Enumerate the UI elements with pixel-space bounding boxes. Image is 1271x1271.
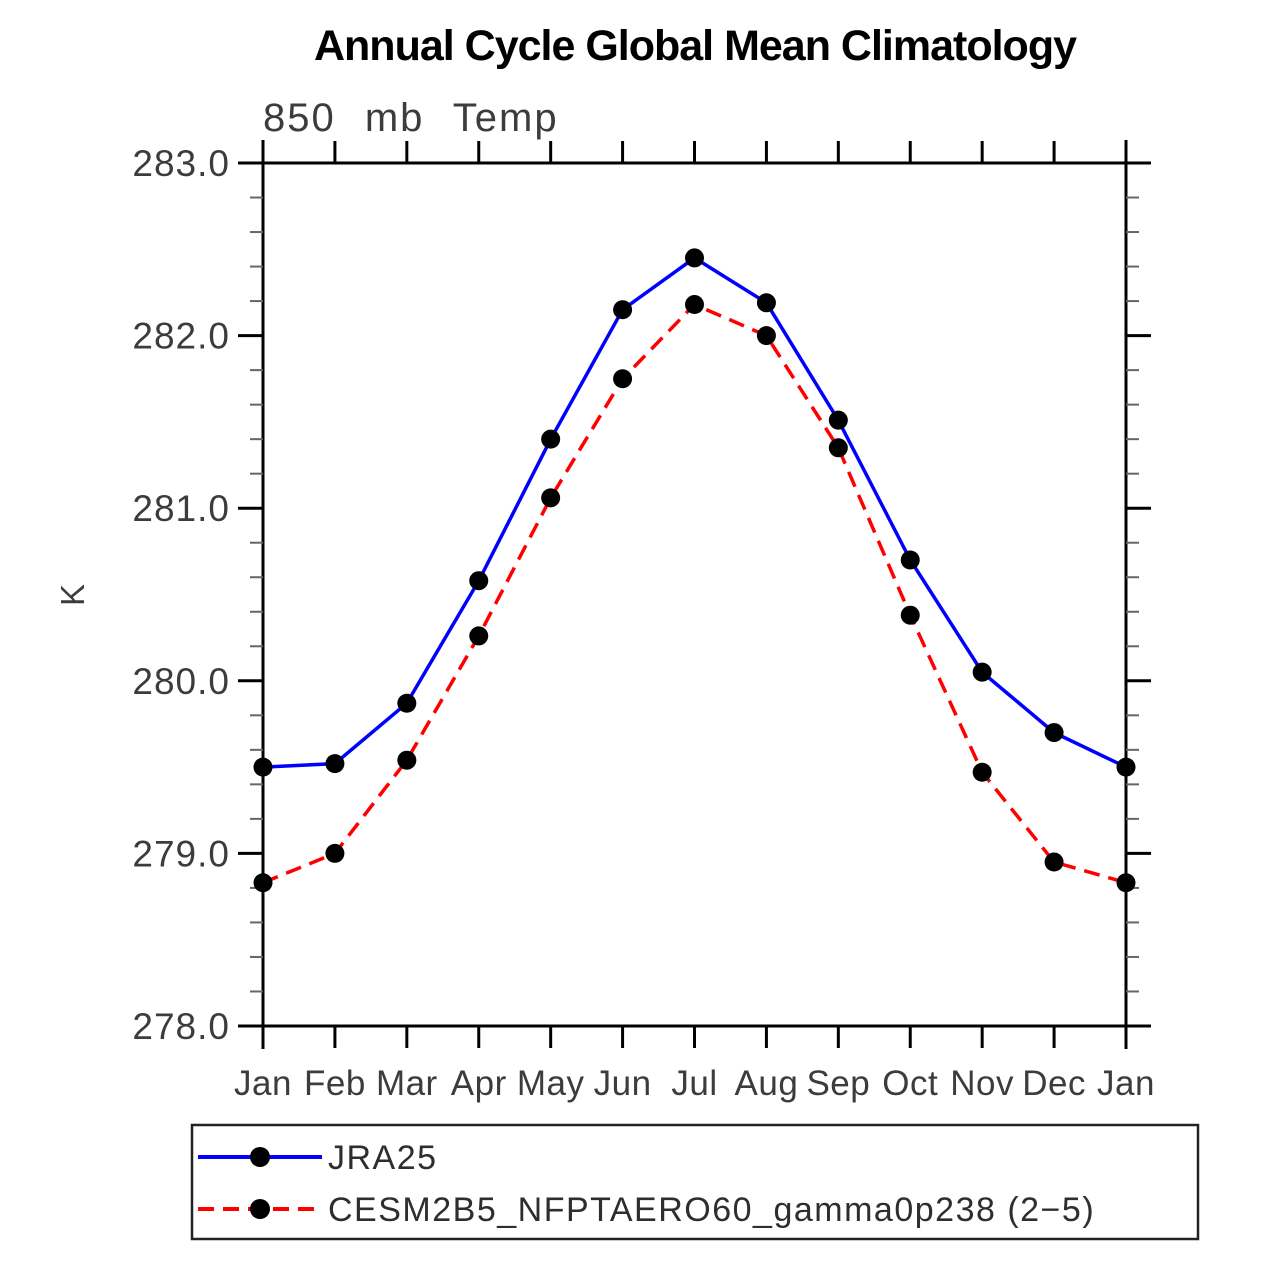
x-tick-label: Jul <box>671 1064 717 1103</box>
chart-subtitle: 850 mb Temp <box>263 96 559 140</box>
y-axis-title: K <box>54 584 91 606</box>
data-point-marker <box>1116 873 1136 893</box>
x-tick-label: Oct <box>882 1064 938 1103</box>
x-axis-ticks <box>261 141 1128 1048</box>
data-point-marker <box>900 550 920 570</box>
x-tick-label: Nov <box>950 1064 1014 1103</box>
x-tick-label: Jan <box>234 1064 292 1103</box>
series-line-cesm2b5-nfptaero60-gamma0p238- <box>262 302 1127 885</box>
y-tick-label: 280.0 <box>132 661 230 702</box>
data-point-marker <box>253 873 273 893</box>
legend-marker-icon <box>250 1147 270 1167</box>
data-point-marker <box>469 626 489 646</box>
data-series <box>253 248 1136 893</box>
x-tick-label: Feb <box>304 1064 366 1103</box>
series-line-jra25 <box>262 255 1127 769</box>
x-tick-label: Apr <box>451 1064 507 1103</box>
data-point-marker <box>397 693 417 713</box>
data-point-marker <box>1044 852 1064 872</box>
data-point-marker <box>685 248 704 268</box>
y-tick-label: 278.0 <box>132 1006 230 1047</box>
data-point-marker <box>325 843 345 863</box>
data-point-marker <box>613 369 633 389</box>
y-tick-label: 283.0 <box>132 143 230 184</box>
x-tick-label: Sep <box>806 1064 870 1103</box>
chart-title: Annual Cycle Global Mean Climatology <box>314 22 1077 70</box>
y-axis-ticks <box>238 161 1151 1028</box>
data-point-marker <box>828 410 848 430</box>
legend: JRA25 CESM2B5_NFPTAERO60_gamma0p238 (2−5… <box>190 1123 1200 1241</box>
data-point-marker <box>253 757 273 777</box>
x-tick-label: Mar <box>376 1064 438 1103</box>
legend-label-jra25: JRA25 <box>328 1139 438 1177</box>
data-point-marker <box>325 754 345 774</box>
data-point-marker <box>397 750 417 770</box>
data-point-marker <box>756 326 776 346</box>
data-point-marker <box>900 605 920 625</box>
y-tick-label: 279.0 <box>132 833 230 874</box>
data-point-marker <box>541 429 561 449</box>
x-tick-label: Dec <box>1022 1064 1086 1103</box>
data-point-marker <box>756 293 776 313</box>
legend-box <box>190 1123 1200 1241</box>
data-point-marker <box>972 662 992 682</box>
axes-frame <box>238 140 1151 1049</box>
data-point-marker <box>1116 757 1136 777</box>
data-point-marker <box>469 571 489 591</box>
y-tick-labels: 283.0 282.0 281.0 280.0 279.0 278.0 <box>132 143 230 1047</box>
x-tick-label: Jan <box>1097 1064 1155 1103</box>
legend-marker-icon <box>250 1199 270 1219</box>
legend-label-cesm2b5: CESM2B5_NFPTAERO60_gamma0p238 (2−5) <box>328 1191 1095 1229</box>
data-point-marker <box>1044 723 1064 743</box>
y-tick-label: 281.0 <box>132 488 230 529</box>
x-tick-label: Jun <box>594 1064 652 1103</box>
y-tick-label: 282.0 <box>132 316 230 357</box>
x-tick-label: Aug <box>735 1064 799 1103</box>
data-point-marker <box>685 295 704 315</box>
x-tick-labels: Jan Feb Mar Apr May Jun Jul Aug Sep Oct Nov Dec Jan <box>234 1064 1155 1103</box>
data-point-marker <box>613 300 633 320</box>
data-point-marker <box>828 438 848 458</box>
data-point-marker <box>972 762 992 782</box>
x-tick-label: May <box>517 1064 585 1103</box>
data-point-marker <box>541 488 561 508</box>
